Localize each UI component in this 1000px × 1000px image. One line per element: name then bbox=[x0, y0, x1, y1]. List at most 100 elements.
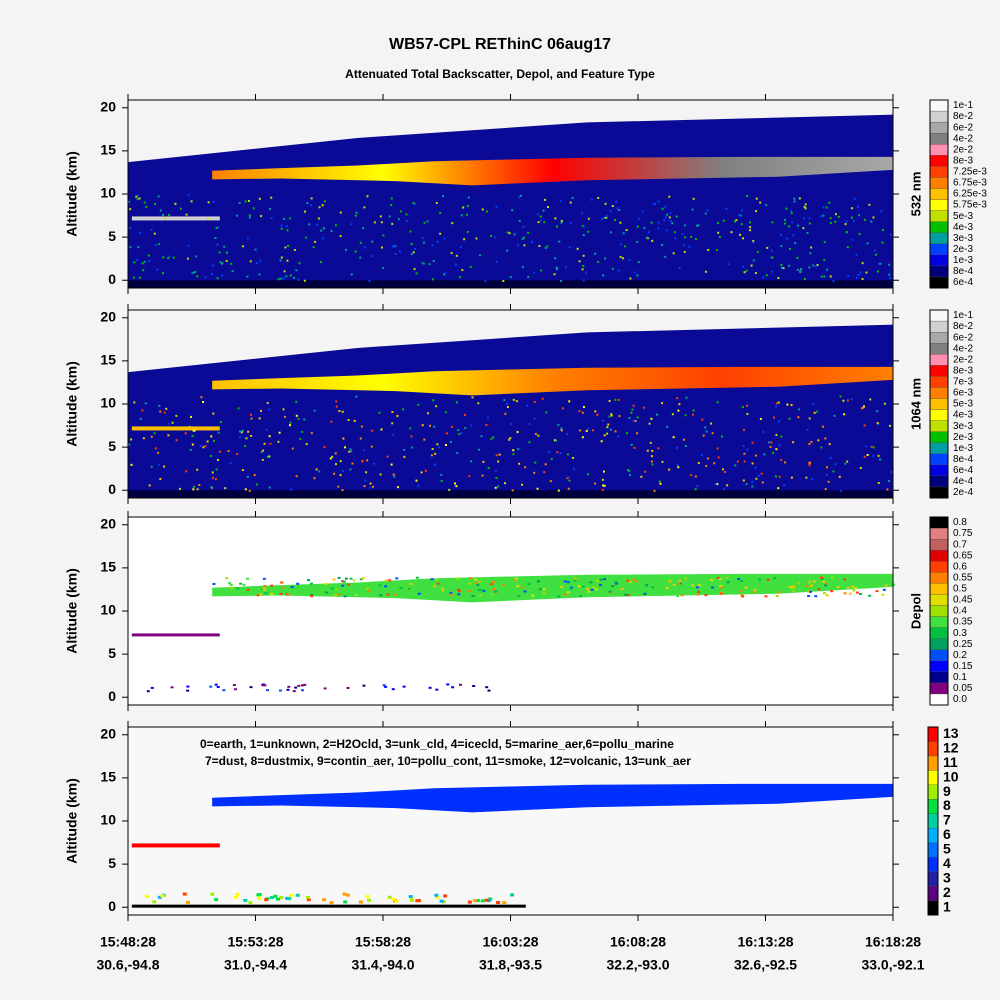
speckle bbox=[633, 446, 636, 449]
speckle bbox=[788, 264, 791, 267]
speckle bbox=[527, 231, 530, 234]
speckle bbox=[187, 245, 190, 248]
speckle bbox=[676, 595, 680, 598]
speckle bbox=[705, 464, 708, 467]
speckle bbox=[510, 423, 513, 426]
speckle bbox=[306, 898, 311, 902]
speckle bbox=[668, 468, 671, 471]
speckle bbox=[314, 240, 317, 243]
speckle bbox=[455, 401, 458, 404]
speckle bbox=[336, 589, 340, 592]
speckle bbox=[297, 417, 300, 420]
speckle bbox=[221, 274, 224, 277]
speckle bbox=[445, 444, 448, 447]
speckle bbox=[706, 209, 709, 212]
speckle bbox=[313, 409, 316, 412]
cloud-layer bbox=[212, 366, 893, 396]
speckle bbox=[752, 259, 755, 262]
speckle bbox=[868, 203, 871, 206]
colorbar-label: 4e-2 bbox=[953, 343, 973, 354]
speckle bbox=[842, 399, 845, 402]
speckle bbox=[657, 583, 661, 586]
speckle bbox=[337, 593, 341, 596]
speckle bbox=[554, 217, 557, 220]
speckle bbox=[576, 247, 579, 250]
speckle bbox=[165, 407, 168, 410]
speckle bbox=[440, 473, 443, 476]
speckle bbox=[883, 402, 886, 405]
speckle bbox=[556, 225, 559, 228]
speckle bbox=[851, 585, 855, 588]
speckle bbox=[139, 417, 142, 420]
colorbar-swatch bbox=[929, 110, 949, 123]
speckle bbox=[335, 588, 339, 591]
speckle bbox=[365, 471, 368, 474]
speckle bbox=[422, 262, 425, 265]
speckle bbox=[821, 425, 824, 428]
speckle bbox=[697, 584, 701, 587]
speckle bbox=[318, 206, 321, 209]
speckle bbox=[458, 432, 461, 435]
speckle bbox=[737, 213, 740, 216]
speckle bbox=[837, 215, 840, 218]
speckle bbox=[704, 594, 708, 597]
speckle bbox=[510, 893, 515, 897]
speckle bbox=[601, 488, 604, 491]
speckle bbox=[538, 245, 541, 248]
speckle bbox=[160, 894, 165, 898]
speckle bbox=[362, 227, 365, 230]
speckle bbox=[644, 470, 647, 473]
colorbar-label: 7e-3 bbox=[953, 377, 973, 388]
speckle bbox=[495, 476, 498, 479]
speckle bbox=[349, 448, 352, 451]
speckle bbox=[317, 217, 320, 220]
speckle bbox=[378, 411, 381, 414]
speckle bbox=[632, 578, 636, 581]
speckle bbox=[863, 218, 866, 221]
speckle bbox=[619, 581, 623, 584]
speckle bbox=[622, 257, 625, 260]
speckle bbox=[752, 591, 756, 594]
colorbar-swatch bbox=[929, 199, 949, 211]
colorbar-label: 2e-2 bbox=[953, 354, 973, 365]
speckle bbox=[858, 592, 862, 595]
speckle bbox=[253, 474, 256, 477]
speckle bbox=[154, 203, 157, 206]
speckle bbox=[210, 892, 215, 896]
speckle bbox=[559, 279, 562, 282]
speckle bbox=[653, 489, 656, 492]
speckle bbox=[684, 414, 687, 417]
speckle bbox=[417, 403, 420, 406]
speckle bbox=[655, 587, 659, 590]
speckle bbox=[379, 215, 382, 218]
speckle bbox=[861, 262, 864, 265]
speckle bbox=[636, 240, 639, 243]
x-tick-label: 15:48:28 bbox=[100, 934, 156, 950]
speckle bbox=[289, 274, 292, 277]
speckle bbox=[438, 446, 441, 449]
speckle bbox=[669, 220, 672, 223]
speckle bbox=[823, 259, 826, 262]
colorbar-swatch bbox=[929, 538, 949, 551]
speckle bbox=[362, 684, 366, 687]
colorbar-swatch bbox=[929, 177, 949, 189]
speckle bbox=[458, 276, 461, 279]
speckle bbox=[846, 586, 850, 589]
speckle bbox=[717, 456, 720, 459]
speckle bbox=[519, 194, 522, 197]
speckle bbox=[279, 592, 283, 595]
colorbar-swatch bbox=[929, 638, 949, 650]
speckle bbox=[305, 443, 308, 446]
speckle bbox=[432, 399, 435, 402]
speckle bbox=[391, 222, 394, 225]
speckle bbox=[494, 486, 497, 489]
colorbar-swatch bbox=[927, 770, 939, 785]
speckle bbox=[258, 593, 262, 596]
speckle bbox=[702, 434, 705, 437]
speckle bbox=[348, 450, 351, 453]
speckle bbox=[567, 476, 570, 479]
speckle bbox=[523, 244, 526, 247]
speckle bbox=[403, 455, 406, 458]
speckle bbox=[153, 432, 156, 435]
speckle bbox=[735, 219, 738, 222]
